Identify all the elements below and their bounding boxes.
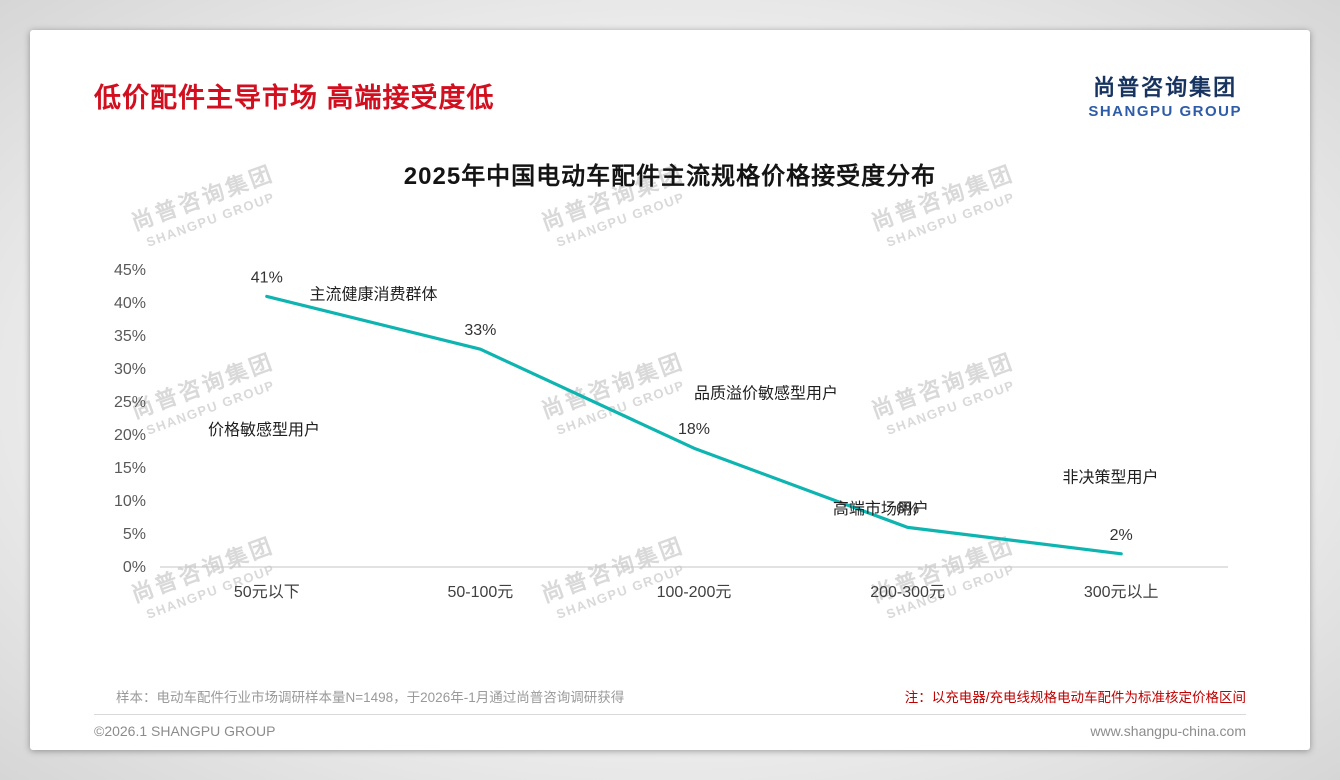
svg-text:价格敏感型用户: 价格敏感型用户 <box>208 421 320 439</box>
svg-text:非决策型用户: 非决策型用户 <box>1062 469 1158 487</box>
logo-en-text: SHANGPU GROUP <box>1088 103 1242 120</box>
svg-text:高端市场用户: 高端市场用户 <box>833 500 929 518</box>
svg-text:18%: 18% <box>678 421 710 438</box>
svg-text:15%: 15% <box>114 460 146 477</box>
line-chart: 0% 5% 10% 15% 20% 25% 30% 35% 40% 45% 50元以下 50-100元… <box>80 252 1260 632</box>
svg-text:50元以下: 50元以下 <box>234 584 300 601</box>
svg-text:品质溢价敏感型用户: 品质溢价敏感型用户 <box>694 385 838 403</box>
svg-text:45%: 45% <box>114 262 146 279</box>
svg-text:33%: 33% <box>464 322 496 339</box>
svg-text:6%: 6% <box>896 500 919 517</box>
svg-text:100-200元: 100-200元 <box>657 584 732 601</box>
slide: 尚普咨询集团 SHANGPU GROUP 尚普咨询集团 SHANGPU GROUP 尚普… <box>30 30 1310 750</box>
svg-text:0%: 0% <box>123 559 146 576</box>
chart-title: 2025年中国电动车配件主流规格价格接受度分布 <box>403 163 937 190</box>
footer-divider <box>94 714 1246 715</box>
svg-text:5%: 5% <box>123 526 146 543</box>
svg-text:30%: 30% <box>114 361 146 378</box>
svg-text:41%: 41% <box>251 269 283 286</box>
svg-text:主流健康消费群体: 主流健康消费群体 <box>310 286 438 304</box>
svg-text:300元以上: 300元以上 <box>1084 583 1159 601</box>
svg-text:40%: 40% <box>114 295 146 312</box>
svg-text:50-100元: 50-100元 <box>447 584 513 601</box>
slide-footer: ©2026.1 SHANGPU GROUP www.shangpu-china.… <box>94 723 1246 739</box>
svg-text:200-300元: 200-300元 <box>870 584 945 601</box>
svg-text:10%: 10% <box>114 493 146 510</box>
pricing-note: 注：以充电器/充电线规格电动车配件为标准核定价格区间 <box>904 690 1246 705</box>
logo-cn-text: 尚普咨询集团 <box>1093 75 1238 100</box>
chart-svg: 0% 5% 10% 15% 20% 25% 30% 35% 40% 45% 50元以下 50-100元… <box>114 262 1228 601</box>
svg-text:25%: 25% <box>114 394 146 411</box>
company-logo: 尚普咨询集团 SHANGPU GROUP <box>1088 70 1242 120</box>
svg-text:2%: 2% <box>1110 527 1133 544</box>
notes-row: 样本：电动车配件行业市场调研样本量N=1498，于2026年-1月通过尚普咨询调… <box>116 686 1246 706</box>
copyright-text: ©2026.1 SHANGPU GROUP <box>94 723 276 739</box>
page-title: 低价配件主导市场 高端接受度低 <box>94 83 495 113</box>
svg-text:35%: 35% <box>114 328 146 345</box>
sample-note: 样本：电动车配件行业市场调研样本量N=1498，于2026年-1月通过尚普咨询调… <box>116 690 625 705</box>
website-url: www.shangpu-china.com <box>1090 723 1246 739</box>
svg-text:20%: 20% <box>114 427 146 444</box>
